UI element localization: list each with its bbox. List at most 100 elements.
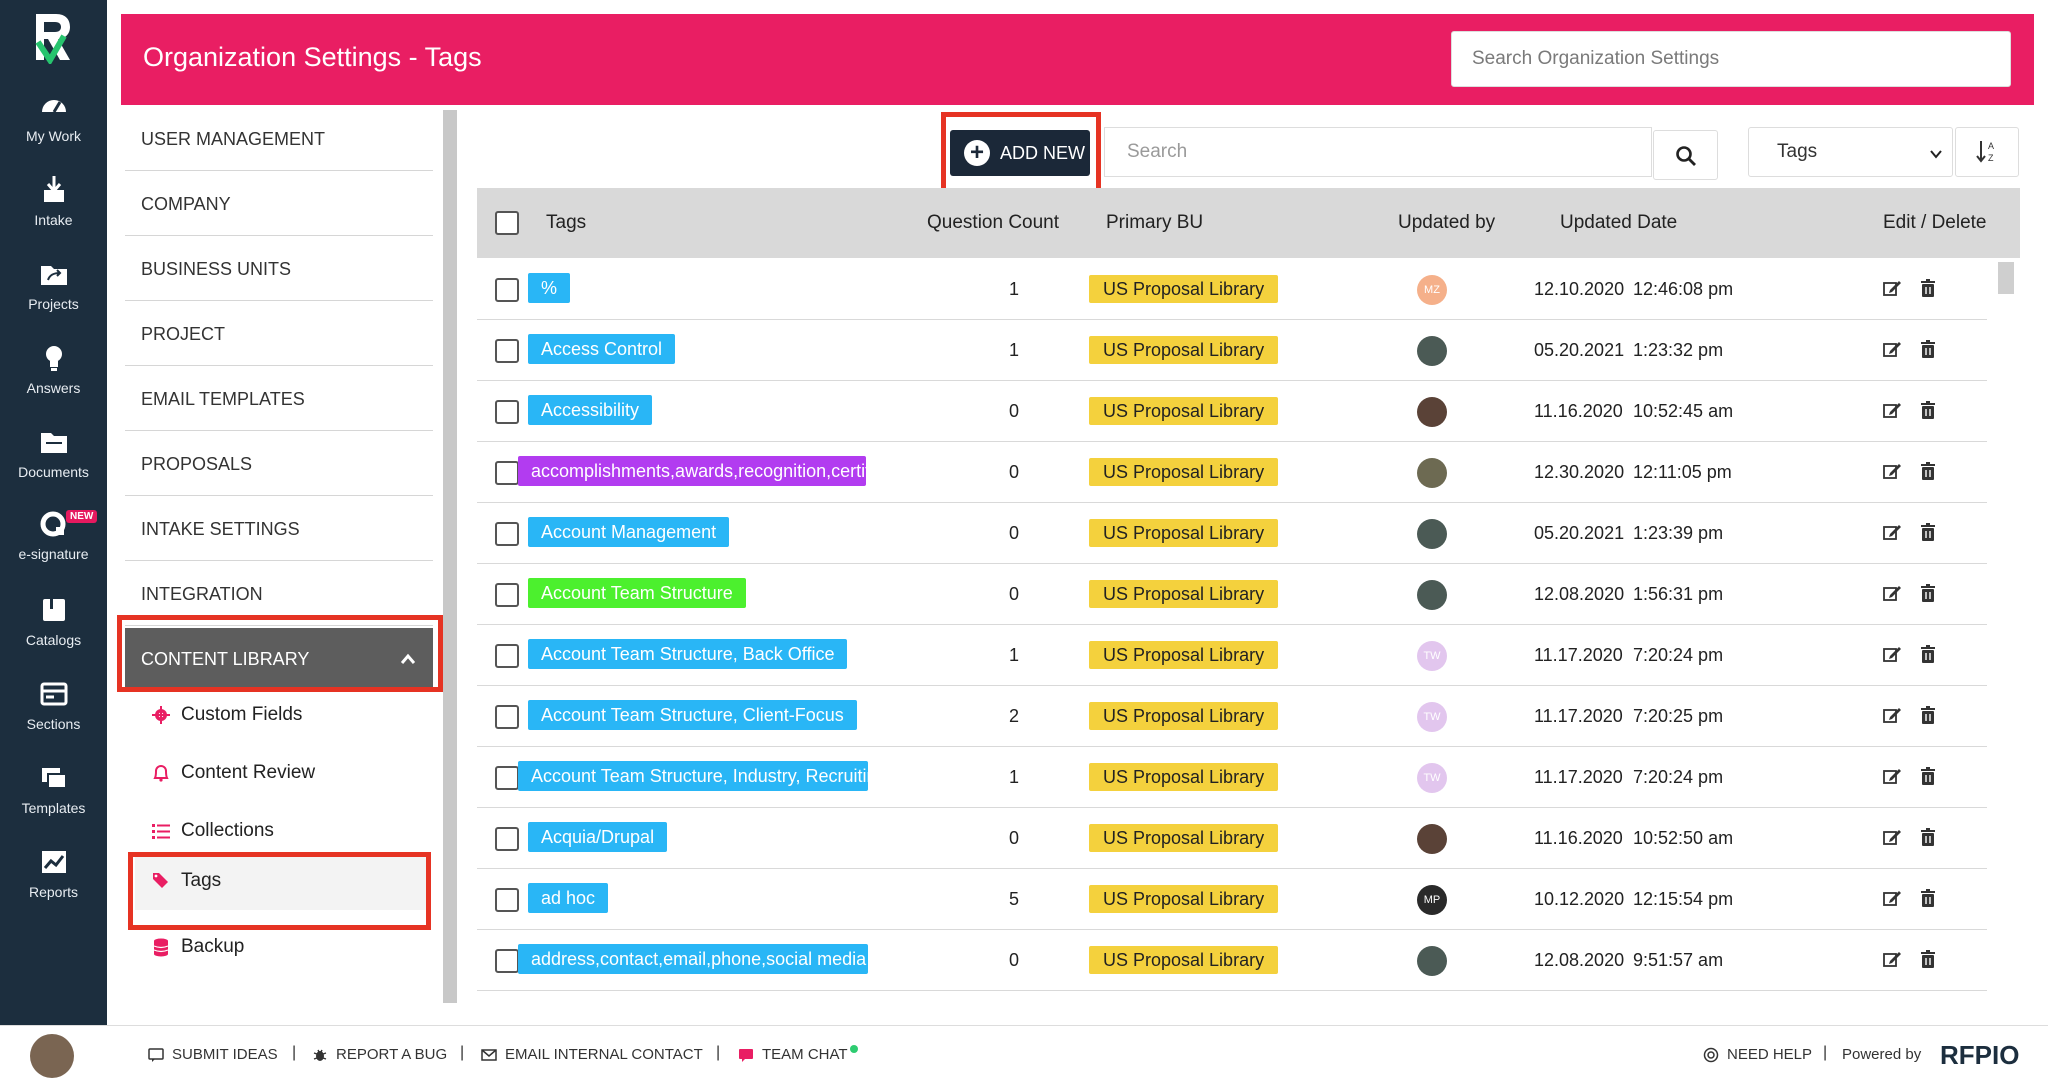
org-settings-search-input[interactable] [1451, 31, 2011, 87]
row-checkbox[interactable] [495, 888, 519, 912]
table-row[interactable]: Accessibility 0 US Proposal Library 11.16.2… [477, 381, 1987, 442]
table-row[interactable]: Access Control 1 US Proposal Library 05.20.… [477, 320, 1987, 381]
delete-icon[interactable] [1918, 461, 1938, 481]
tag-pill[interactable]: address,contact,email,phone,social media [518, 944, 868, 974]
chevron-up-icon[interactable] [401, 652, 415, 666]
row-checkbox[interactable] [495, 766, 519, 790]
edit-icon[interactable] [1882, 339, 1902, 359]
row-checkbox[interactable] [495, 827, 519, 851]
team-chat-link[interactable]: TEAM CHAT [738, 1044, 858, 1063]
delete-icon[interactable] [1918, 766, 1938, 786]
row-checkbox[interactable] [495, 583, 519, 607]
user-avatar[interactable] [30, 1034, 74, 1078]
delete-icon[interactable] [1918, 339, 1938, 359]
search-button[interactable] [1653, 130, 1718, 180]
menu-email-templates[interactable]: EMAIL TEMPLATES [125, 368, 433, 431]
delete-icon[interactable] [1918, 949, 1938, 969]
col-updated-by[interactable]: Updated by [1398, 212, 1496, 233]
tag-pill[interactable]: accomplishments,awards,recognition,certi… [518, 456, 866, 486]
table-row[interactable]: Acquia/Drupal 0 US Proposal Library 11.16.2… [477, 808, 1987, 869]
tag-pill[interactable]: Account Management [528, 517, 730, 547]
table-row[interactable]: Account Team Structure, Back Office 1 US P… [477, 625, 1987, 686]
submenu-content-review[interactable]: Content Review [151, 744, 315, 802]
row-checkbox[interactable] [495, 400, 519, 424]
tag-pill[interactable]: % [528, 273, 571, 303]
nav-templates[interactable]: Templates [0, 762, 107, 832]
menu-user-management[interactable]: USER MANAGEMENT [125, 108, 433, 171]
menu-scrollbar[interactable] [443, 110, 457, 1003]
tag-pill[interactable]: Account Team Structure, Client-Focus [528, 700, 857, 730]
edit-icon[interactable] [1882, 522, 1902, 542]
submenu-collections[interactable]: Collections [151, 802, 274, 860]
edit-icon[interactable] [1882, 583, 1902, 603]
tag-pill[interactable]: Account Team Structure, Back Office [528, 639, 848, 669]
table-row[interactable]: accomplishments,awards,recognition,certi… [477, 442, 1987, 503]
tag-pill[interactable]: Account Team Structure [528, 578, 746, 608]
tag-pill[interactable]: Accessibility [528, 395, 653, 425]
need-help-link[interactable]: NEED HELP [1703, 1046, 1812, 1063]
row-checkbox[interactable] [495, 705, 519, 729]
submenu-tags[interactable]: Tags [135, 852, 427, 910]
delete-icon[interactable] [1918, 888, 1938, 908]
menu-business-units[interactable]: BUSINESS UNITS [125, 238, 433, 301]
email-contact-link[interactable]: EMAIL INTERNAL CONTACT [481, 1046, 703, 1063]
col-updated-date[interactable]: Updated Date [1560, 212, 1678, 233]
add-new-button[interactable]: + ADD NEW [950, 130, 1090, 176]
table-row[interactable]: Account Team Structure 0 US Proposal Libra… [477, 564, 1987, 625]
table-scrollbar[interactable] [1998, 262, 2014, 294]
edit-icon[interactable] [1882, 461, 1902, 481]
type-select[interactable]: Tags [1748, 127, 1953, 177]
tag-pill[interactable]: ad hoc [528, 883, 609, 913]
row-checkbox[interactable] [495, 949, 519, 973]
edit-icon[interactable] [1882, 644, 1902, 664]
rfpio-logo[interactable] [30, 12, 76, 64]
row-checkbox[interactable] [495, 278, 519, 302]
menu-content-library[interactable]: CONTENT LIBRARY [125, 628, 433, 691]
menu-company[interactable]: COMPANY [125, 173, 433, 236]
nav-documents[interactable]: Documents [0, 426, 107, 496]
nav-answers[interactable]: Answers [0, 342, 107, 412]
nav-intake[interactable]: Intake [0, 174, 107, 244]
menu-intake-settings[interactable]: INTAKE SETTINGS [125, 498, 433, 561]
row-checkbox[interactable] [495, 644, 519, 668]
nav-reports[interactable]: Reports [0, 846, 107, 916]
tag-pill[interactable]: Account Team Structure, Industry, Recrui… [518, 761, 868, 791]
delete-icon[interactable] [1918, 644, 1938, 664]
submit-ideas-link[interactable]: SUBMIT IDEAS [148, 1046, 278, 1063]
tag-pill[interactable]: Access Control [528, 334, 676, 364]
tag-search-input[interactable] [1104, 127, 1652, 177]
edit-icon[interactable] [1882, 400, 1902, 420]
col-primary-bu[interactable]: Primary BU [1106, 212, 1204, 233]
table-row[interactable]: % 1 US Proposal Library MZ 12.10.2020 12:46:0… [477, 259, 1987, 320]
delete-icon[interactable] [1918, 705, 1938, 725]
table-row[interactable]: Account Team Structure, Industry, Recrui… [477, 747, 1987, 808]
report-bug-link[interactable]: REPORT A BUG [312, 1046, 447, 1063]
delete-icon[interactable] [1918, 522, 1938, 542]
edit-icon[interactable] [1882, 949, 1902, 969]
table-row[interactable]: Account Management 0 US Proposal Library 05… [477, 503, 1987, 564]
row-checkbox[interactable] [495, 461, 519, 485]
menu-proposals[interactable]: PROPOSALS [125, 433, 433, 496]
nav-sections[interactable]: Sections [0, 678, 107, 748]
delete-icon[interactable] [1918, 400, 1938, 420]
delete-icon[interactable] [1918, 278, 1938, 298]
menu-integration[interactable]: INTEGRATION [125, 563, 433, 626]
nav-my-work[interactable]: My Work [0, 90, 107, 160]
edit-icon[interactable] [1882, 766, 1902, 786]
nav-projects[interactable]: Projects [0, 258, 107, 328]
col-question-count[interactable]: Question Count [927, 212, 1060, 233]
edit-icon[interactable] [1882, 888, 1902, 908]
edit-icon[interactable] [1882, 705, 1902, 725]
row-checkbox[interactable] [495, 522, 519, 546]
menu-project[interactable]: PROJECT [125, 303, 433, 366]
col-tags[interactable]: Tags [546, 212, 587, 233]
tag-pill[interactable]: Acquia/Drupal [528, 822, 668, 852]
submenu-backup[interactable]: Backup [151, 918, 244, 976]
table-row[interactable]: address,contact,email,phone,social media… [477, 930, 1987, 991]
edit-icon[interactable] [1882, 827, 1902, 847]
delete-icon[interactable] [1918, 827, 1938, 847]
table-row[interactable]: ad hoc 5 US Proposal Library MP 10.12.2020 12… [477, 869, 1987, 930]
delete-icon[interactable] [1918, 583, 1938, 603]
edit-icon[interactable] [1882, 278, 1902, 298]
